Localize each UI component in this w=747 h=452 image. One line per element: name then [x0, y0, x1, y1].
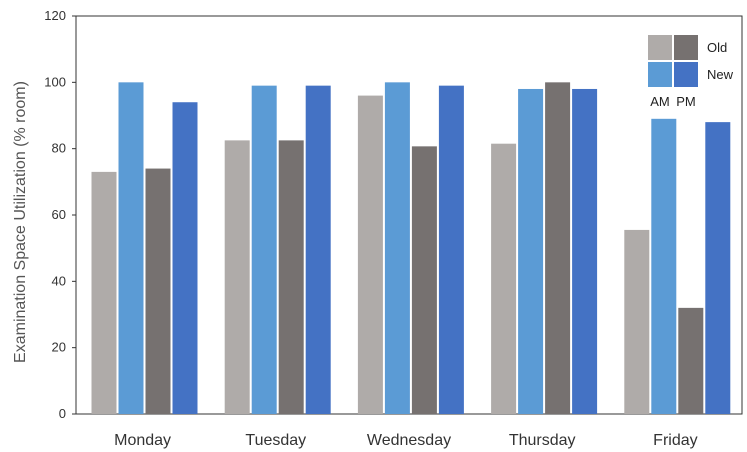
bar-new-am [251, 85, 277, 415]
legend-label-new: New [707, 67, 734, 82]
bar-new-am [384, 82, 410, 414]
bar-new-am [518, 88, 544, 414]
bar-old-pm [145, 168, 171, 414]
bar-old-pm [545, 82, 571, 414]
x-tick-label: Tuesday [245, 432, 306, 449]
bar-new-am [651, 118, 677, 415]
y-tick-label: 100 [44, 74, 66, 89]
bar-new-pm [305, 85, 331, 415]
bar-old-am [624, 229, 650, 414]
y-axis-label: Examination Space Utilization (% room) [12, 81, 29, 363]
legend-swatch-old-pm [674, 35, 698, 60]
x-tick-label: Thursday [509, 432, 576, 449]
legend-label-am: AM [650, 94, 670, 109]
y-tick-label: 80 [52, 141, 66, 156]
bar-new-pm [572, 88, 598, 414]
bar-old-pm [678, 307, 704, 414]
bar-old-am [224, 140, 250, 414]
bar-old-pm [411, 146, 437, 414]
plot-area: 0 20 40 60 80 100 120 Monday Tuesday Wednesday Thu… [44, 8, 743, 449]
bar-old-am [491, 143, 517, 415]
y-tick-label: 0 [59, 406, 66, 421]
legend-label-pm: PM [676, 94, 696, 109]
bar-new-pm [172, 102, 198, 414]
y-tick-label: 40 [52, 273, 66, 288]
bar-old-pm [278, 140, 304, 414]
x-tick-label: Monday [114, 432, 171, 449]
bar-new-am [118, 82, 144, 414]
bar-new-pm [705, 122, 731, 414]
bar-new-pm [438, 85, 464, 415]
legend-label-old: Old [707, 40, 727, 55]
legend: Old New AM PM [648, 35, 734, 109]
legend-swatch-new-am [648, 62, 672, 87]
x-tick-label: Wednesday [367, 432, 451, 449]
y-tick-label: 20 [52, 340, 66, 355]
bar-old-am [91, 171, 117, 414]
bar-old-am [357, 95, 383, 414]
x-tick-label: Friday [653, 432, 697, 449]
legend-swatch-old-am [648, 35, 672, 60]
y-tick-label: 60 [52, 207, 66, 222]
legend-swatch-new-pm [674, 62, 698, 87]
y-tick-label: 120 [44, 8, 66, 23]
